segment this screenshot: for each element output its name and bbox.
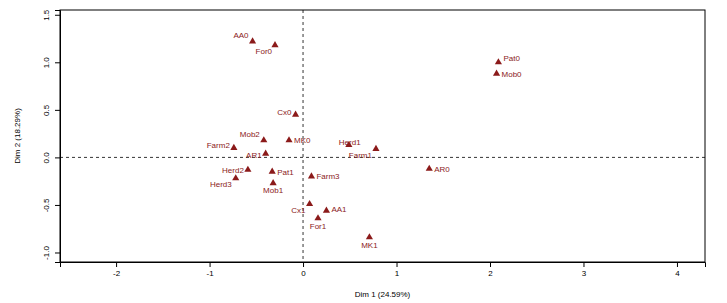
y-tick: 1.5 <box>42 9 60 21</box>
x-tick-label: 2 <box>488 269 493 278</box>
y-tick-mark <box>55 110 60 111</box>
point <box>244 166 251 172</box>
point-label: AR0 <box>434 165 450 174</box>
point-label: Pat1 <box>277 168 294 177</box>
y-tick-label: -0.5 <box>42 198 51 212</box>
y-tick: 0.5 <box>42 104 60 116</box>
y-axis: -1.0 -0.5 0.0 0.5 1.0 1.5 <box>42 9 61 262</box>
point <box>495 58 502 64</box>
point <box>314 214 321 220</box>
x-tick-mark <box>116 262 117 267</box>
y-tick-mark <box>55 252 60 253</box>
x-tick-label: 4 <box>675 269 680 278</box>
x-tick: 1 <box>395 262 400 278</box>
y-axis-line <box>55 11 61 263</box>
y-tick-label: 0.5 <box>42 104 51 116</box>
x-tick-label: -1 <box>207 269 215 278</box>
point-label: Herd2 <box>222 166 244 175</box>
point <box>372 145 379 151</box>
point-label: Cx1 <box>291 206 306 215</box>
x-tick: -2 <box>113 262 121 278</box>
x-tick-label: 1 <box>395 269 400 278</box>
y-tick-label: 0.0 <box>42 152 51 164</box>
point <box>366 233 373 239</box>
point-label: Pat0 <box>503 54 520 63</box>
x-axis: -2 -1 0 1 2 3 4 <box>61 262 706 278</box>
point <box>426 165 433 171</box>
zero-line-y <box>60 157 705 158</box>
point <box>269 168 276 174</box>
y-tick-label: -1.0 <box>42 246 51 260</box>
point <box>262 149 269 155</box>
y-tick: 1.0 <box>42 57 60 69</box>
y-tick-mark <box>55 205 60 206</box>
point-label: Cx0 <box>277 108 292 117</box>
y-tick-mark <box>55 62 60 63</box>
x-tick-mark <box>303 262 304 267</box>
y-axis-title: Dim 2 (18.29%) <box>13 108 22 164</box>
x-tick-label: 3 <box>582 269 587 278</box>
point <box>493 70 500 76</box>
point <box>230 144 237 150</box>
point <box>308 172 315 178</box>
point-label: MK0 <box>294 136 311 145</box>
point-label: Farm2 <box>207 141 231 150</box>
x-tick-label: 0 <box>301 269 306 278</box>
point <box>306 200 313 206</box>
y-tick-mark <box>55 15 60 16</box>
point <box>270 179 277 185</box>
x-tick: 3 <box>582 262 587 278</box>
x-tick-label: -2 <box>113 269 121 278</box>
point-label: Mob2 <box>240 130 261 139</box>
x-tick-mark <box>583 262 584 267</box>
y-tick: -1.0 <box>42 246 60 260</box>
point-labels: AA0 For0 Pat0 Mob0 Cx0 Mob2 MK0 Herd1 Farm1 Farm2… <box>207 31 522 250</box>
point-label: AA0 <box>233 31 249 40</box>
x-tick: 2 <box>488 262 493 278</box>
x-tick: 4 <box>675 262 680 278</box>
y-tick-mark <box>55 157 60 158</box>
x-tick: -1 <box>207 262 215 278</box>
point-label: For1 <box>310 222 327 231</box>
plot-frame <box>60 10 705 262</box>
x-tick-mark <box>397 262 398 267</box>
point-label: Mob0 <box>502 70 523 79</box>
x-axis-title: Dim 1 (24.59%) <box>355 290 411 299</box>
point-label: Herd3 <box>210 180 232 189</box>
point-label: AA1 <box>331 205 347 214</box>
point <box>292 110 299 116</box>
chart: -2 -1 0 1 2 3 4 -1.0 -0.5 0.0 0.5 1.0 1.5 AA0 For0 Pat0… <box>0 0 727 303</box>
x-tick-mark <box>210 262 211 267</box>
x-axis-line <box>61 263 706 268</box>
point-label: Farm1 <box>349 151 373 160</box>
point-label: Herd1 <box>339 138 361 147</box>
point <box>323 207 330 213</box>
point-label: AR1 <box>246 151 262 160</box>
y-tick: 0.0 <box>42 152 60 164</box>
point <box>249 37 256 43</box>
point <box>285 136 292 142</box>
y-tick-label: 1.5 <box>42 9 51 21</box>
point <box>260 136 267 142</box>
x-tick-mark <box>490 262 491 267</box>
point-label: Farm3 <box>316 172 340 181</box>
y-tick: -0.5 <box>42 198 60 212</box>
x-tick: 0 <box>301 262 306 278</box>
point-label: MK1 <box>361 241 378 250</box>
point <box>271 41 278 47</box>
point-label: Mob1 <box>263 186 284 195</box>
point-label: For0 <box>256 47 273 56</box>
x-tick-mark <box>677 262 678 267</box>
plot-area <box>60 10 705 262</box>
y-tick-label: 1.0 <box>42 57 51 69</box>
point <box>232 174 239 180</box>
